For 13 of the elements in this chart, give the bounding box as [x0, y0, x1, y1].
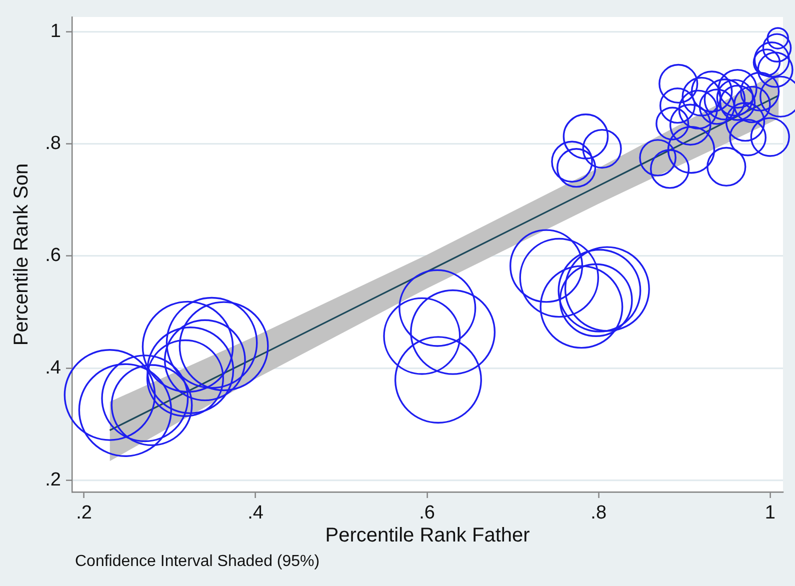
y-tick-label: .6: [45, 245, 61, 266]
x-tick-label: .4: [248, 502, 264, 524]
y-tick-label: .4: [45, 357, 62, 378]
y-tick-label: .8: [45, 132, 61, 154]
x-axis-title: Percentile Rank Father: [325, 524, 530, 547]
x-tick-label: .2: [76, 502, 92, 524]
y-axis-title: Percentile Rank Son: [10, 163, 33, 346]
x-tick-label: .6: [419, 502, 435, 524]
y-tick-label: 1: [50, 20, 61, 42]
x-tick-label: .8: [590, 502, 607, 524]
y-tick-label: .2: [45, 469, 61, 490]
text: Confidence Interval Shaded (95%): [75, 552, 320, 572]
x-tick-label: 1: [764, 502, 776, 524]
